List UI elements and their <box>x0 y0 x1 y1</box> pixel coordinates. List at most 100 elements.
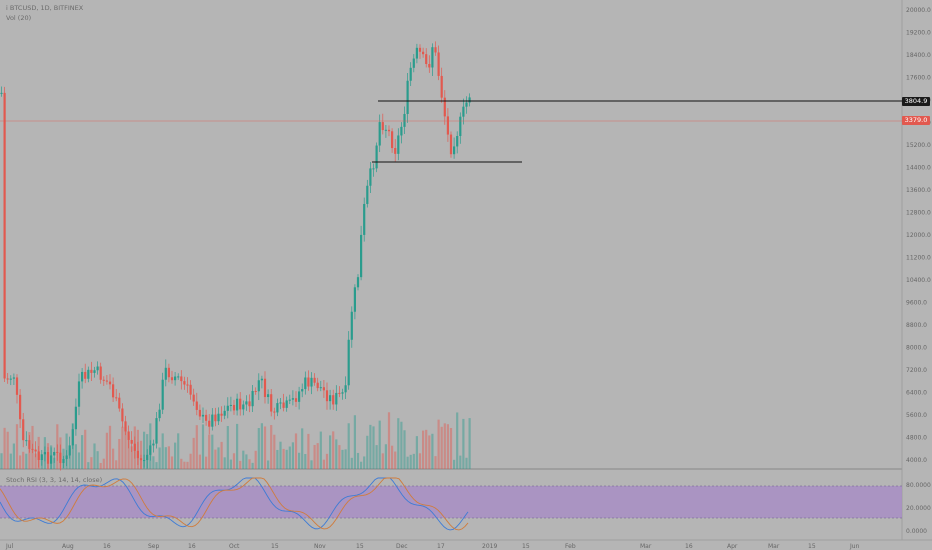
candle-body <box>37 451 40 460</box>
volume-bar <box>456 412 459 469</box>
candle-body <box>468 97 471 103</box>
volume-bar <box>369 424 372 469</box>
volume-bar <box>189 453 192 469</box>
volume-bar <box>329 435 332 469</box>
candle-body <box>0 92 3 94</box>
volume-bar <box>93 443 96 469</box>
oscillator-label: Stoch RSI (3, 3, 14, 14, close) <box>6 476 103 484</box>
volume-bar <box>6 431 9 469</box>
volume-bar <box>356 452 360 469</box>
candle-body <box>431 47 434 68</box>
candle-body <box>456 136 459 147</box>
candle-body <box>12 377 15 379</box>
volume-bar <box>236 423 239 469</box>
candle-body <box>449 134 453 155</box>
price-tick-label: 15200.0 <box>906 142 931 149</box>
price-tick-label: 17600.0 <box>906 75 931 82</box>
candle-body <box>462 106 465 117</box>
candle-body <box>409 67 412 81</box>
candle-body <box>353 287 356 312</box>
price-tick-label: 4000.0 <box>906 457 927 464</box>
upper-level-tag: 3804.9 <box>902 97 930 106</box>
osc-tick-label: 20.0000 <box>906 505 931 512</box>
time-tick-label: Sep <box>148 543 160 550</box>
candle-body <box>319 387 322 389</box>
candle-body <box>28 440 31 449</box>
candle-body <box>19 394 22 420</box>
volume-bar <box>298 452 301 469</box>
candle-body <box>316 382 319 389</box>
volume-bar <box>40 459 43 469</box>
candle-body <box>189 384 192 395</box>
volume-bar <box>198 454 201 469</box>
volume-bar <box>291 442 294 469</box>
volume-bar <box>322 459 325 469</box>
volume-bar <box>301 428 304 469</box>
candle-body <box>242 404 245 410</box>
volume-bar <box>276 449 279 469</box>
volume-bar <box>37 436 40 469</box>
candle-body <box>161 379 164 410</box>
price-tick-label: 4800.0 <box>906 435 927 442</box>
candle-body <box>391 131 394 149</box>
time-tick-label: Dec <box>396 543 408 550</box>
candle-body <box>425 54 428 64</box>
volume-bar <box>307 433 310 469</box>
volume-bar <box>174 442 177 469</box>
volume-bar <box>62 448 65 469</box>
volume-bar <box>99 462 102 469</box>
volume-bar <box>313 444 316 469</box>
candle-body <box>310 377 313 387</box>
volume-bar <box>387 412 391 469</box>
volume-bar <box>418 453 422 469</box>
candle-body <box>217 413 220 422</box>
volume-bar <box>28 432 31 469</box>
volume-bar <box>310 460 313 469</box>
candle-body <box>186 384 189 386</box>
price-tick-label: 11200.0 <box>906 255 931 262</box>
volume-bar <box>375 445 378 469</box>
candle-body <box>397 135 400 154</box>
candle-body <box>174 376 177 381</box>
candle-body <box>298 391 301 402</box>
volume-bar <box>319 431 322 469</box>
volume-bar <box>186 461 189 469</box>
volume-bar <box>31 425 34 469</box>
candle-body <box>276 403 279 413</box>
volume-bar <box>443 423 446 469</box>
candle-body <box>6 378 9 380</box>
volume-bar <box>226 426 229 469</box>
stoch-rsi-band <box>0 486 902 518</box>
candle-body <box>229 404 232 406</box>
candle-body <box>143 460 146 462</box>
price-tick-label: 10400.0 <box>906 277 931 284</box>
candle-body <box>301 389 304 392</box>
candle-body <box>40 454 43 460</box>
candle-body <box>344 385 347 393</box>
price-tick-label: 12000.0 <box>906 232 931 239</box>
candle-body <box>93 370 96 373</box>
price-tick-label: 9600.0 <box>906 300 927 307</box>
osc-tick-label: 0.0000 <box>906 528 927 535</box>
volume-bar <box>19 455 22 469</box>
volume-bar <box>446 424 449 469</box>
volume-bar <box>84 429 87 469</box>
candle-body <box>394 148 397 154</box>
candle-body <box>372 168 375 170</box>
volume-bar <box>304 454 307 469</box>
candle-body <box>239 398 242 410</box>
volume-bar <box>248 459 251 469</box>
volume-bar <box>434 456 437 469</box>
volume-bar <box>183 461 186 469</box>
candle-body <box>338 392 341 394</box>
candle-body <box>282 402 285 408</box>
candle-body <box>257 380 260 392</box>
volume-bar <box>360 461 363 469</box>
volume-bar <box>406 456 409 469</box>
volume-bar <box>282 448 285 469</box>
candle-body <box>285 400 288 408</box>
time-tick-label: 15 <box>808 543 816 550</box>
candle-body <box>263 378 267 398</box>
price-tick-label: 5600.0 <box>906 412 927 419</box>
